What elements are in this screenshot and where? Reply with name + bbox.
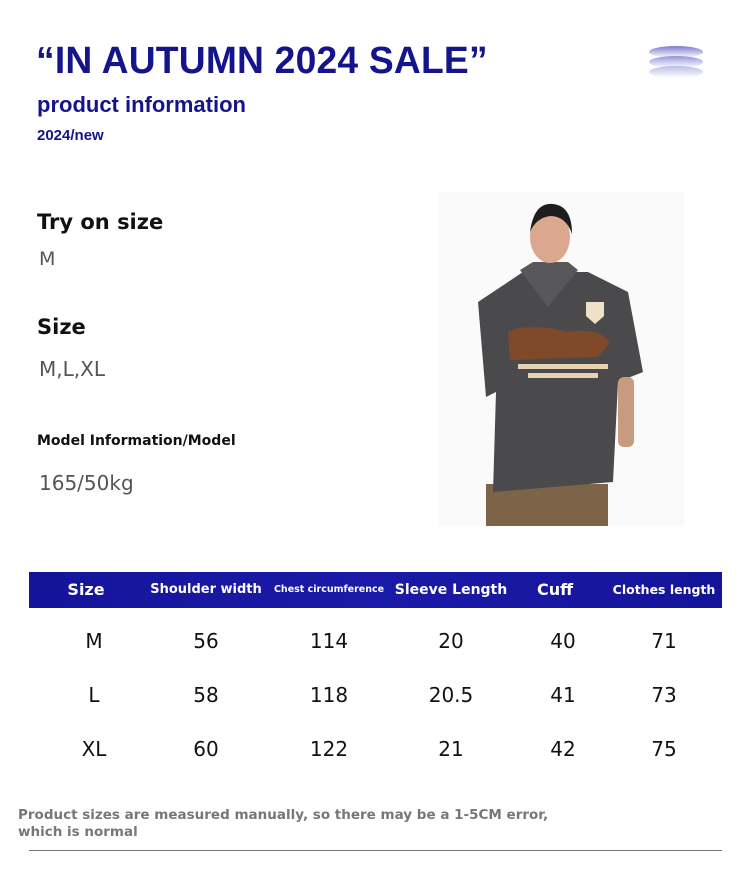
section-subtitle: product information xyxy=(37,92,246,117)
table-cell: 60 xyxy=(193,737,219,761)
header-size: Size xyxy=(67,580,105,599)
header-sleeve-length: Sleeve Length xyxy=(394,582,508,598)
table-cell: 73 xyxy=(651,683,677,707)
table-row: L 58 118 20.5 41 73 xyxy=(0,683,750,713)
table-cell: 71 xyxy=(651,629,677,653)
model-photo xyxy=(438,192,684,526)
table-cell: M xyxy=(85,629,103,653)
table-cell: L xyxy=(88,683,100,707)
year-tag: 2024/new xyxy=(37,127,104,144)
table-cell: 75 xyxy=(651,737,677,761)
table-cell: 40 xyxy=(550,629,576,653)
model-label: Model Information/Model xyxy=(37,433,236,449)
header-cuff: Cuff xyxy=(536,580,574,599)
table-cell: 21 xyxy=(438,737,464,761)
table-cell: 42 xyxy=(550,737,576,761)
decorative-discs-icon xyxy=(649,46,703,78)
try-on-label: Try on size xyxy=(37,210,164,234)
table-cell: 20 xyxy=(438,629,464,653)
table-cell: 118 xyxy=(309,683,349,707)
page-title: “IN AUTUMN 2024 SALE” xyxy=(36,40,488,82)
table-cell: 56 xyxy=(193,629,219,653)
table-cell: 114 xyxy=(309,629,349,653)
table-cell: 41 xyxy=(550,683,576,707)
measurement-note: Product sizes are measured manually, so … xyxy=(18,807,549,840)
try-on-value: M xyxy=(39,248,56,270)
table-row: M 56 114 20 40 71 xyxy=(0,629,750,659)
table-cell: 58 xyxy=(193,683,219,707)
model-value: 165/50kg xyxy=(39,471,134,495)
header-clothes-length: Clothes length xyxy=(612,582,716,597)
table-cell: 122 xyxy=(309,737,349,761)
table-cell: XL xyxy=(81,737,107,761)
size-label: Size xyxy=(37,315,86,339)
table-cell: 20.5 xyxy=(428,683,474,707)
divider xyxy=(29,850,722,851)
header-chest-circumference: Chest circumference xyxy=(273,584,385,595)
size-value: M,L,XL xyxy=(39,357,105,381)
table-row: XL 60 122 21 42 75 xyxy=(0,737,750,767)
header-shoulder-width: Shoulder width xyxy=(150,582,262,597)
size-table-header: Size Shoulder width Chest circumference … xyxy=(29,572,722,608)
